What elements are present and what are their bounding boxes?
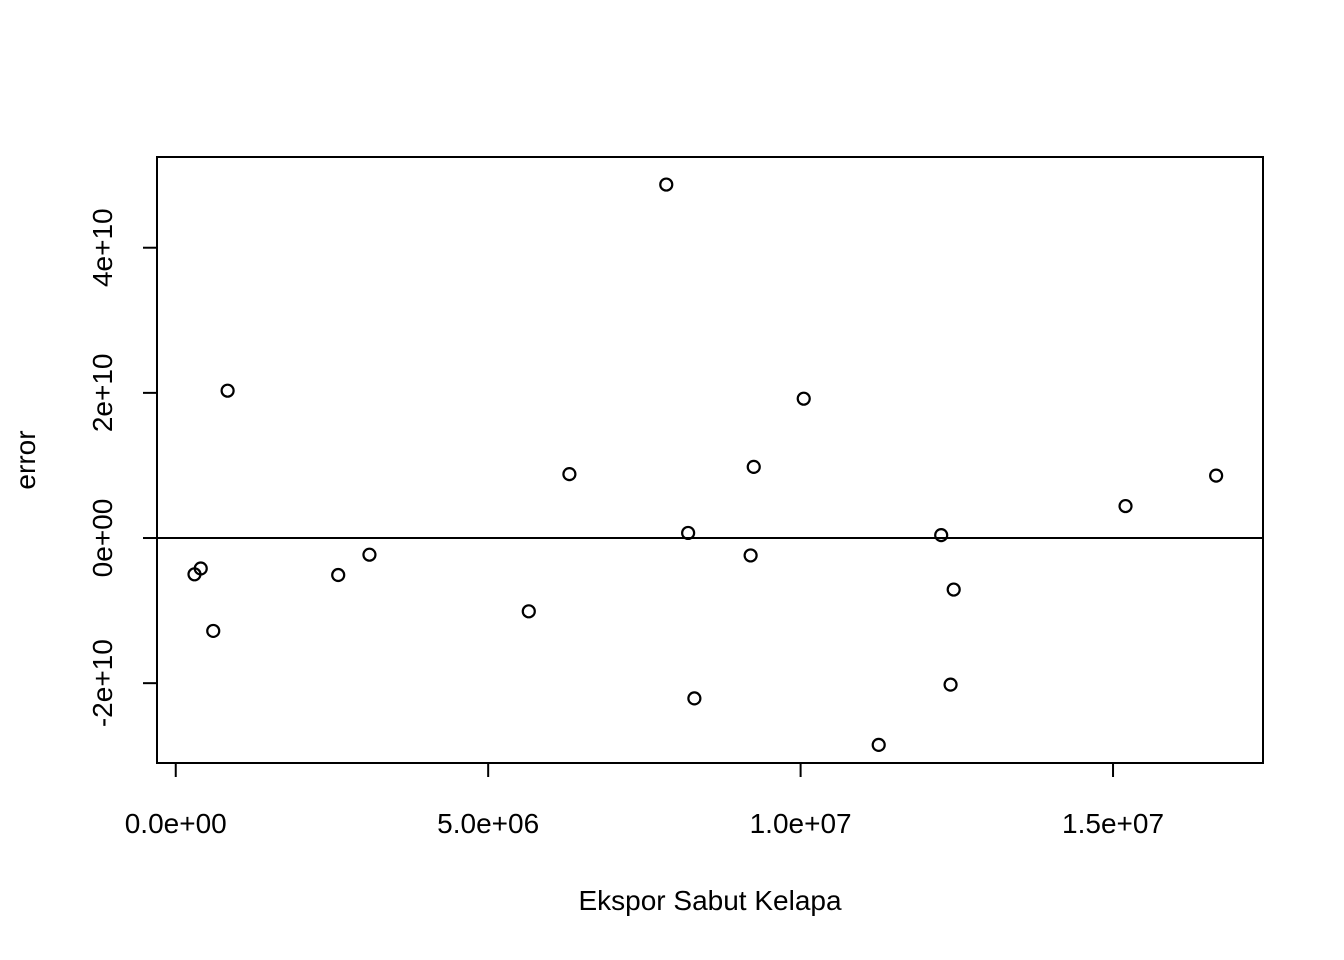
data-point-15 [871,737,886,752]
x-tick-label-3: 1.0e+07 [750,808,852,839]
x-axis-title: Ekspor Sabut Kelapa [578,885,841,916]
data-point-16 [934,528,949,543]
data-point-2 [193,561,208,576]
x-tick-label-4: 1.5e+07 [1062,808,1164,839]
plot-frame [156,156,1264,764]
data-point-7 [521,604,536,619]
data-point-5 [331,567,346,583]
y-tick-label-4: 4e+10 [87,208,118,287]
x-tick-label-2: 5.0e+06 [437,808,539,839]
data-point-3 [206,623,221,639]
data-point-10 [681,525,696,541]
data-point-18 [946,582,961,597]
data-point-19 [1118,498,1133,514]
y-tick-label-1: -2e+10 [87,639,118,727]
data-point-11 [687,691,702,706]
data-point-13 [746,459,761,474]
y-tick-label-2: 0e+00 [87,499,118,578]
data-point-20 [1209,468,1224,483]
data-point-9 [659,177,674,192]
data-point-4 [220,383,235,398]
y-axis: -2e+10 0e+00 2e+10 4e+10 [87,208,158,727]
data-point-17 [943,677,958,692]
points-layer [187,177,1224,752]
y-axis-title: error [10,430,41,489]
y-tick-label-3: 2e+10 [87,354,118,433]
data-point-6 [362,547,377,562]
x-tick-label-1: 0.0e+00 [125,808,227,839]
data-point-12 [743,548,758,563]
data-point-14 [796,391,811,406]
data-point-8 [562,467,577,482]
x-axis: 0.0e+00 5.0e+06 1.0e+07 1.5e+07 [125,762,1164,839]
